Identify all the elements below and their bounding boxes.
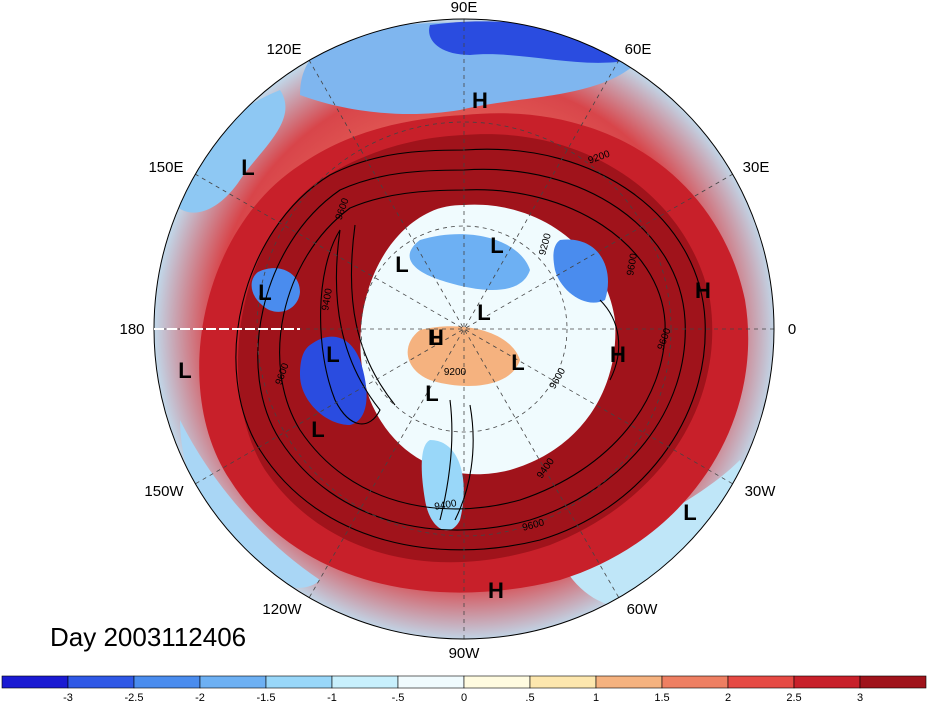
longitude-label: 120W — [262, 601, 302, 618]
high-pressure-marker: H — [695, 278, 711, 303]
colorbar-tick-label: -.5 — [392, 692, 405, 702]
colorbar-swatch — [133, 675, 201, 689]
cold-anomaly-north — [429, 21, 630, 63]
longitude-label: 120E — [266, 41, 301, 58]
longitude-label: 60E — [625, 41, 652, 58]
inner-cool-patch-b — [553, 239, 608, 303]
colorbar-swatch — [331, 675, 399, 689]
colorbar-tick-label: -1.5 — [257, 692, 276, 702]
colorbar-tick-label: -3 — [63, 692, 73, 702]
colorbar-swatch — [793, 675, 861, 689]
low-pressure-marker: L — [241, 155, 254, 180]
longitude-labels: 90E 60E 30E 0 30W 60W 90W 120W 150W 180 150E 120E — [119, 0, 796, 662]
contour-value-label: 9400 — [434, 498, 458, 513]
longitude-label: 180 — [119, 321, 144, 338]
colorbar-tick-label: 3 — [857, 692, 863, 702]
colorbar-tick-label: 1.5 — [654, 692, 669, 702]
longitude-label: 30W — [745, 483, 777, 500]
longitude-label: 150E — [148, 159, 183, 176]
colorbar-swatch — [1, 675, 69, 689]
cool-anomaly-pacific — [251, 268, 300, 312]
longitude-label: 30E — [743, 159, 770, 176]
graticule — [154, 19, 774, 639]
colorbar-tick-label: -2.5 — [125, 692, 144, 702]
height-contours — [235, 148, 706, 551]
contour-value-label: 9600 — [625, 252, 640, 276]
low-pressure-marker: L — [511, 350, 524, 375]
cool-anomaly-west — [170, 90, 286, 213]
low-pressure-marker: L — [178, 358, 191, 383]
colorbar-tick-label: 0 — [461, 692, 467, 702]
date-title: Day 2003112406 — [50, 622, 246, 652]
colorbar-swatch — [529, 675, 597, 689]
colorbar-tick-label: 2.5 — [786, 692, 801, 702]
colorbar-swatch — [397, 675, 465, 689]
colorbar: -3 -2.5 -2 -1.5 -1 -.5 0 .5 1 1.5 2 2.5 3 — [1, 675, 927, 702]
colorbar-tick-label: 1 — [593, 692, 599, 702]
low-pressure-marker: L — [490, 233, 503, 258]
longitude-label: 60W — [627, 601, 659, 618]
low-pressure-marker: L — [429, 325, 442, 350]
colorbar-swatch — [67, 675, 135, 689]
colorbar-swatch — [859, 675, 927, 689]
high-pressure-marker: H — [610, 342, 626, 367]
longitude-label: 90W — [449, 645, 481, 662]
contour-value-label: 9200 — [444, 367, 467, 378]
low-pressure-marker: L — [258, 280, 271, 305]
longitude-label: 90E — [451, 0, 478, 16]
low-pressure-marker: L — [326, 342, 339, 367]
inner-cool-patch-a — [409, 234, 530, 290]
longitude-label: 150W — [144, 483, 184, 500]
colorbar-tick-label: 2 — [725, 692, 731, 702]
colorbar-tick-label: -1 — [327, 692, 337, 702]
longitude-label: 0 — [788, 321, 796, 338]
contour-value-label: 9400 — [320, 287, 335, 311]
colorbar-swatch — [265, 675, 333, 689]
low-pressure-marker: L — [477, 300, 490, 325]
colorbar-tick-label: .5 — [525, 692, 534, 702]
polar-map — [154, 19, 774, 639]
colorbar-swatch — [595, 675, 663, 689]
low-pressure-marker: L — [311, 417, 324, 442]
high-pressure-marker: H — [472, 88, 488, 113]
high-pressure-marker: H — [488, 578, 504, 603]
high-pressure-marker: H — [428, 325, 444, 350]
cool-anomaly-southeast — [560, 460, 746, 608]
low-pressure-marker: L — [425, 381, 438, 406]
low-pressure-marker: L — [683, 500, 696, 525]
colorbar-tick-label: -2 — [195, 692, 205, 702]
colorbar-swatch — [199, 675, 267, 689]
colorbar-swatch — [727, 675, 795, 689]
low-pressure-marker: L — [395, 252, 408, 277]
colorbar-swatch — [463, 675, 531, 689]
colorbar-swatch — [661, 675, 729, 689]
